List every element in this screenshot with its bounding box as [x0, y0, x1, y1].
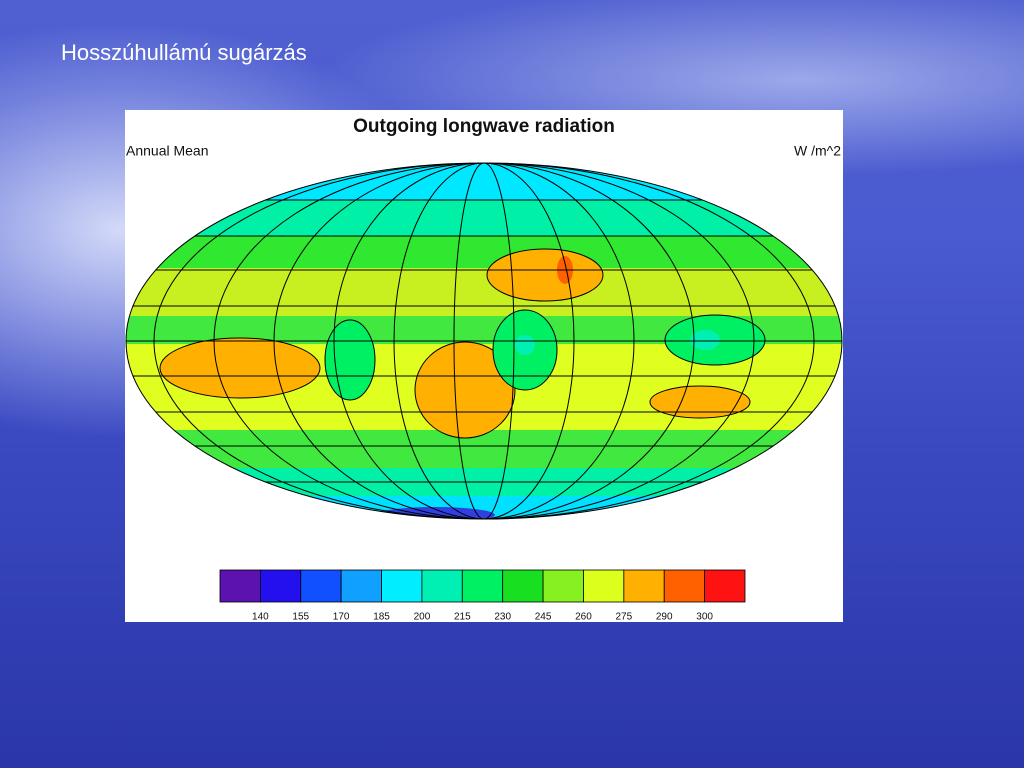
colorbar-box — [623, 569, 665, 603]
figure-subtitle: Annual Mean — [126, 143, 209, 159]
colorbar-label: 275 — [616, 612, 633, 622]
colorbar-label: 300 — [696, 612, 713, 622]
colorbar-box — [502, 569, 544, 603]
colorbar-box — [704, 569, 746, 603]
colorbar-box — [421, 569, 463, 603]
colorbar-label: 215 — [454, 612, 471, 622]
colorbar-label: 230 — [494, 612, 511, 622]
colorbar-box — [300, 569, 342, 603]
colorbar-label: 155 — [292, 612, 309, 622]
figure-units: W /m^2 — [794, 143, 841, 159]
colorbar-label: 170 — [333, 612, 350, 622]
colorbar-box — [340, 569, 382, 603]
colorbar-box — [259, 569, 302, 603]
colorbar-label: 245 — [535, 612, 552, 622]
colorbar-label: 185 — [373, 612, 390, 622]
colorbar-label: 290 — [656, 612, 673, 622]
colorbar-label: 200 — [414, 612, 431, 622]
colorbar-box — [583, 569, 625, 603]
colorbar-label: 260 — [575, 612, 592, 622]
colorbar-box — [663, 569, 706, 603]
colorbar-box — [381, 569, 423, 603]
map-outline — [125, 162, 843, 520]
figure: Outgoing longwave radiation Annual Mean … — [125, 110, 843, 622]
figure-title: Outgoing longwave radiation — [353, 116, 615, 137]
colorbar-box — [219, 569, 261, 603]
colorbar-label: 140 — [252, 612, 269, 622]
slide-title: Hosszúhullámú sugárzás — [61, 40, 307, 65]
colorbar-box — [542, 569, 584, 603]
colorbar-box — [461, 569, 504, 603]
colorbar: 140 155 170 185 200 215 230 245 260 275 290 300 — [219, 569, 746, 622]
